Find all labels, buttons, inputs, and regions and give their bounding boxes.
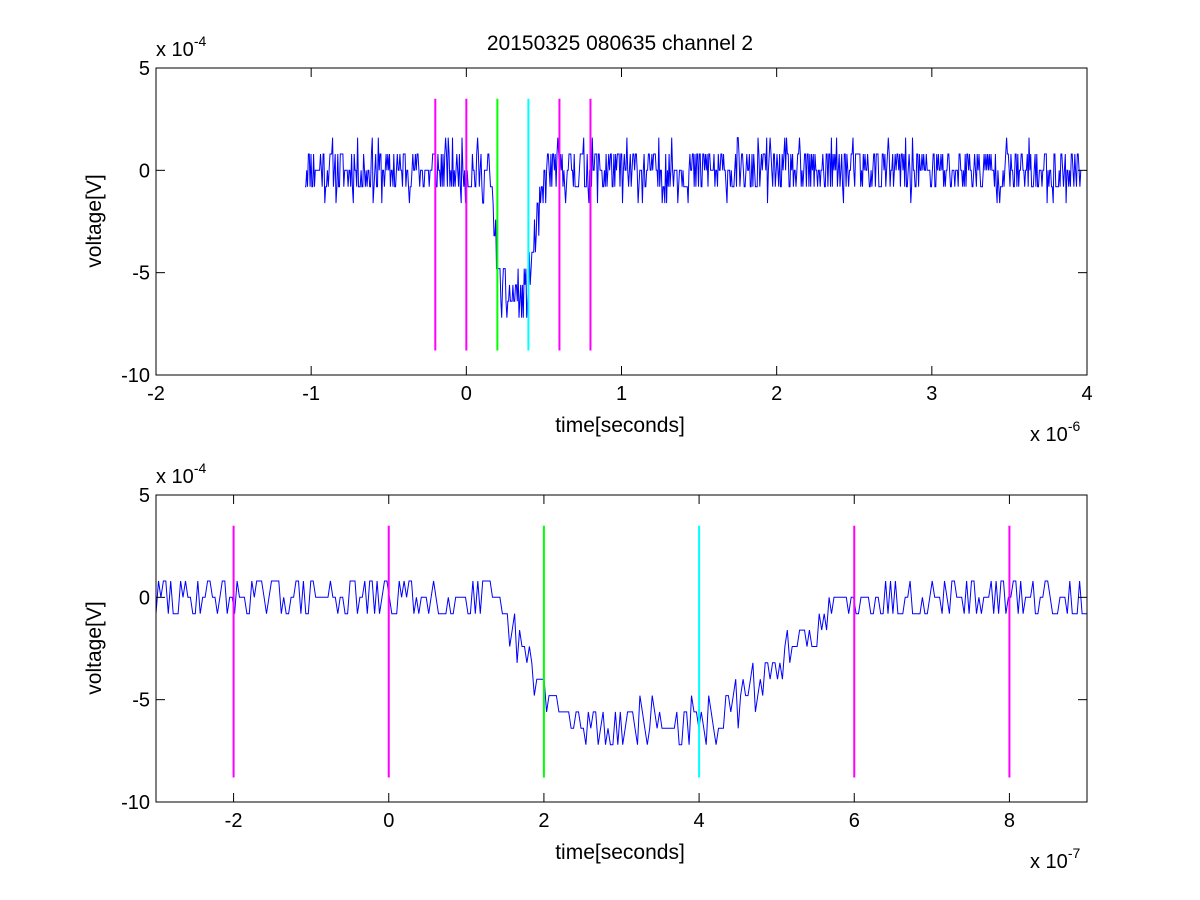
y-multiplier-bottom: x 10-4	[156, 460, 206, 488]
x-tick-label: 0	[383, 810, 394, 832]
signal-trace-top	[305, 137, 1082, 318]
y-multiplier-base-bottom: x 10	[156, 466, 194, 488]
plot-area-top	[305, 98, 1082, 351]
y-tick-label: 0	[139, 160, 150, 182]
subplot-top: -2 -1 0 1 2 3 4 50-5-10 time[seconds] voltage[…	[83, 33, 1093, 446]
y-multiplier-exponent-bottom: -4	[194, 460, 207, 476]
x-ticks-top: -2 -1 0 1 2 3 4	[147, 68, 1093, 405]
x-ticks-bottom: -2 0 2 4 6 8	[225, 495, 1015, 832]
x-multiplier-bottom: x 10-7	[1030, 845, 1080, 873]
x-tick-label: -1	[302, 383, 320, 405]
x-axis-label-top: time[seconds]	[555, 414, 685, 437]
x-tick-label: 8	[1004, 810, 1015, 832]
y-axis-label-bottom: voltage[V]	[83, 601, 106, 694]
y-multiplier-top: x 10-4	[156, 33, 206, 61]
plot-area-bottom	[155, 525, 1087, 778]
y-ticks-bottom: 5 0 -5 -10	[121, 485, 1087, 814]
x-tick-label: 2	[771, 383, 782, 405]
x-axis-label-bottom: time[seconds]	[555, 841, 685, 864]
y-multiplier-base-top: x 10	[156, 39, 194, 61]
y-ticks-top: 5 0 -5 -10	[121, 58, 1087, 387]
x-tick-label: -2	[147, 383, 165, 405]
x-tick-label: -2	[225, 810, 243, 832]
x-multiplier-top: x 10-6	[1030, 418, 1080, 446]
x-multiplier-exponent-top: -6	[1068, 418, 1081, 434]
x-tick-label: 4	[1081, 383, 1092, 405]
x-tick-label: 4	[694, 810, 705, 832]
x-tick-label: 6	[849, 810, 860, 832]
figure-title: 20150325 080635 channel 2	[487, 32, 753, 55]
y-tick-label: -10	[121, 792, 150, 814]
x-multiplier-base-bottom: x 10	[1030, 851, 1068, 873]
x-tick-label: 2	[538, 810, 549, 832]
axes-box-bottom	[155, 494, 1088, 803]
y-tick-label: -10	[121, 365, 150, 387]
subplot-bottom: -2 0 2 4 6 8 5 0 -5 -10 time[seconds] voltage[V]…	[83, 460, 1088, 873]
x-multiplier-exponent-bottom: -7	[1068, 845, 1081, 861]
x-tick-label: 1	[616, 383, 627, 405]
signal-trace-bottom	[155, 580, 1087, 746]
y-tick-label: 5	[139, 58, 150, 80]
y-tick-label: -5	[132, 263, 150, 285]
y-tick-label: -5	[132, 690, 150, 712]
x-multiplier-base-top: x 10	[1030, 424, 1068, 446]
y-multiplier-exponent-top: -4	[194, 33, 207, 49]
y-tick-label: 0	[139, 587, 150, 609]
x-tick-label: 0	[461, 383, 472, 405]
y-axis-label-top: voltage[V]	[83, 174, 106, 267]
x-tick-label: 3	[926, 383, 937, 405]
y-tick-label: 5	[139, 485, 150, 507]
